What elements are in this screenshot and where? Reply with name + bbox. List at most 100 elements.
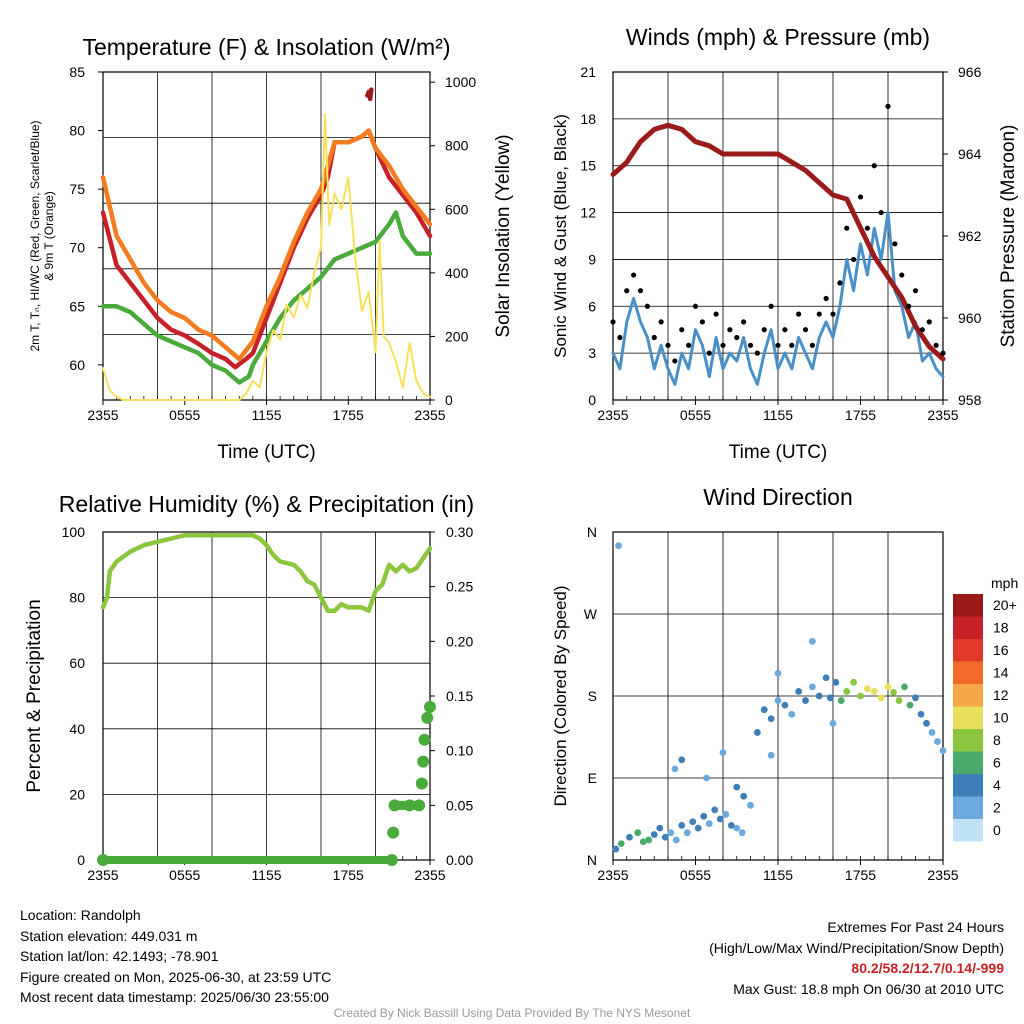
wind-direction-point [815,692,823,700]
y-tick-label-right: 958 [958,392,982,408]
y-tick-label-left: 6 [588,298,596,314]
y-tick-label-left: 85 [69,64,85,80]
y-tick-label-right: 0.15 [446,688,473,704]
gust-point [754,350,760,356]
y-tick-label-right: 0.30 [446,524,473,540]
y-tick-label-left: 80 [69,590,85,606]
gust-point [864,225,870,231]
wind-direction-point [719,749,727,756]
wind-direction-point [870,688,878,695]
colorbar-swatch [953,751,983,774]
series-line [102,113,431,401]
y-axis-label-left-text: Sonic Wind & Gust (Blue, Black) [551,114,570,358]
gust-point [734,334,740,341]
series-line [365,87,374,102]
x-tick-label: 1155 [763,867,793,883]
extremes-subtitle: (High/Low/Max Wind/Precipitation/Snow De… [709,939,1004,956]
gust-point [878,209,884,216]
extremes-panel: Extremes For Past 24 Hours (High/Low/Max… [709,917,1004,999]
y-tick-label-left: 12 [580,205,596,221]
wind-direction-point [890,688,897,696]
wind-direction-point [617,840,625,847]
wind-direction-point [901,683,908,691]
gust-point [624,288,630,294]
wind-direction-point [774,669,782,677]
gust-point [796,311,802,317]
gust-point [782,327,788,333]
gust-point [686,342,692,348]
wind-direction-point [703,774,710,782]
wind-direction-point [753,729,761,736]
x-tick-label: 2355 [597,407,628,423]
wind-direction-point [740,792,748,800]
x-tick-label: 0555 [680,407,711,423]
wind-direction-point [689,818,697,826]
wind-direction-point [906,701,914,709]
precip-point [413,799,426,812]
x-tick-label: 1755 [845,867,876,883]
y-tick-label-left: 75 [69,181,85,197]
wind-direction-point [808,637,816,645]
y-tick-label-left: W [584,606,598,622]
wind-direction-point [694,824,702,832]
wind-direction-point [639,838,647,846]
colorbar-swatch [953,594,983,617]
colorbar-swatch [953,796,983,819]
chart-title: Winds (mph) & Pressure (mb) [626,24,930,50]
wind-direction-point [774,697,782,704]
gust-point [699,319,705,325]
wind-direction-point [877,694,885,702]
y-axis-label-line: 2m T, Tₙ, HI/WC (Red, Green, Scarlet/Blu… [28,120,42,351]
chart-panel-0: 2355 0555 1155 1755 2355 Temperature (F) & In… [28,34,514,463]
x-axis-label: Time (UTC) [729,442,828,463]
y-tick-label-right: 962 [958,228,982,244]
credit-line: Created By Nick Bassill Using Data Provi… [333,1006,691,1020]
chart-title: Temperature (F) & Insolation (W/m²) [82,34,450,60]
wind-direction-point [767,715,775,723]
wind-direction-point [678,756,686,764]
precip-point [415,777,428,790]
colorbar-label: 10 [993,710,1009,726]
colorbar-label: 12 [993,687,1009,703]
precip-point [417,755,430,768]
y-tick-label-left: 0 [588,392,596,408]
y-tick-label-left: 21 [580,64,596,80]
series-line [611,211,945,386]
gust-point [658,319,664,325]
colorbar-label: 8 [993,732,1001,748]
gust-point [851,256,857,263]
wind-direction-point [808,683,816,691]
station-elevation: Station elevation: 449.031 m [20,927,198,944]
wind-direction-point [650,831,658,838]
gust-point [926,319,932,325]
precip-point [388,799,401,812]
y-tick-label-left: 60 [69,655,85,671]
gust-point [761,327,767,333]
most-recent-timestamp: Most recent data timestamp: 2025/06/30 2… [20,989,329,1005]
wind-direction-point [829,719,837,727]
wind-direction-point [672,836,680,844]
y-axis-label-left-text: Percent & Precipitation [24,599,45,792]
x-tick-label: 1755 [333,867,364,883]
station-location: Location: Randolph [20,907,141,923]
gust-point [919,327,925,333]
chart-title: Relative Humidity (%) & Precipitation (i… [59,491,474,517]
y-tick-label-left: 15 [580,158,596,174]
wind-direction-point [733,783,741,791]
chart-panel-3: 2355 0555 1155 1755 2355 Wind Direction N E S W N D… [551,484,1018,883]
y-axis-label-left: Percent & Precipitation [24,599,45,792]
wind-direction-point [939,747,947,755]
chart-panel-2: 2355 0555 1155 1755 2355 Relative Humidity (%… [24,491,474,883]
gust-point [727,327,733,333]
colorbar-label: 18 [993,620,1009,636]
wind-direction-point [738,829,746,837]
gust-point [789,342,795,348]
chart-title: Wind Direction [703,484,853,510]
precip-point [403,799,416,812]
series-line [610,122,946,362]
y-axis-label-left-text: Direction (Colored By Speed) [551,585,570,806]
gust-point [871,163,877,169]
chart-panel-1: 2355 0555 1155 1755 2355 Winds (mph) & Pressu… [551,24,1019,463]
wind-direction-point [802,697,809,704]
wind-direction-point [837,697,845,704]
